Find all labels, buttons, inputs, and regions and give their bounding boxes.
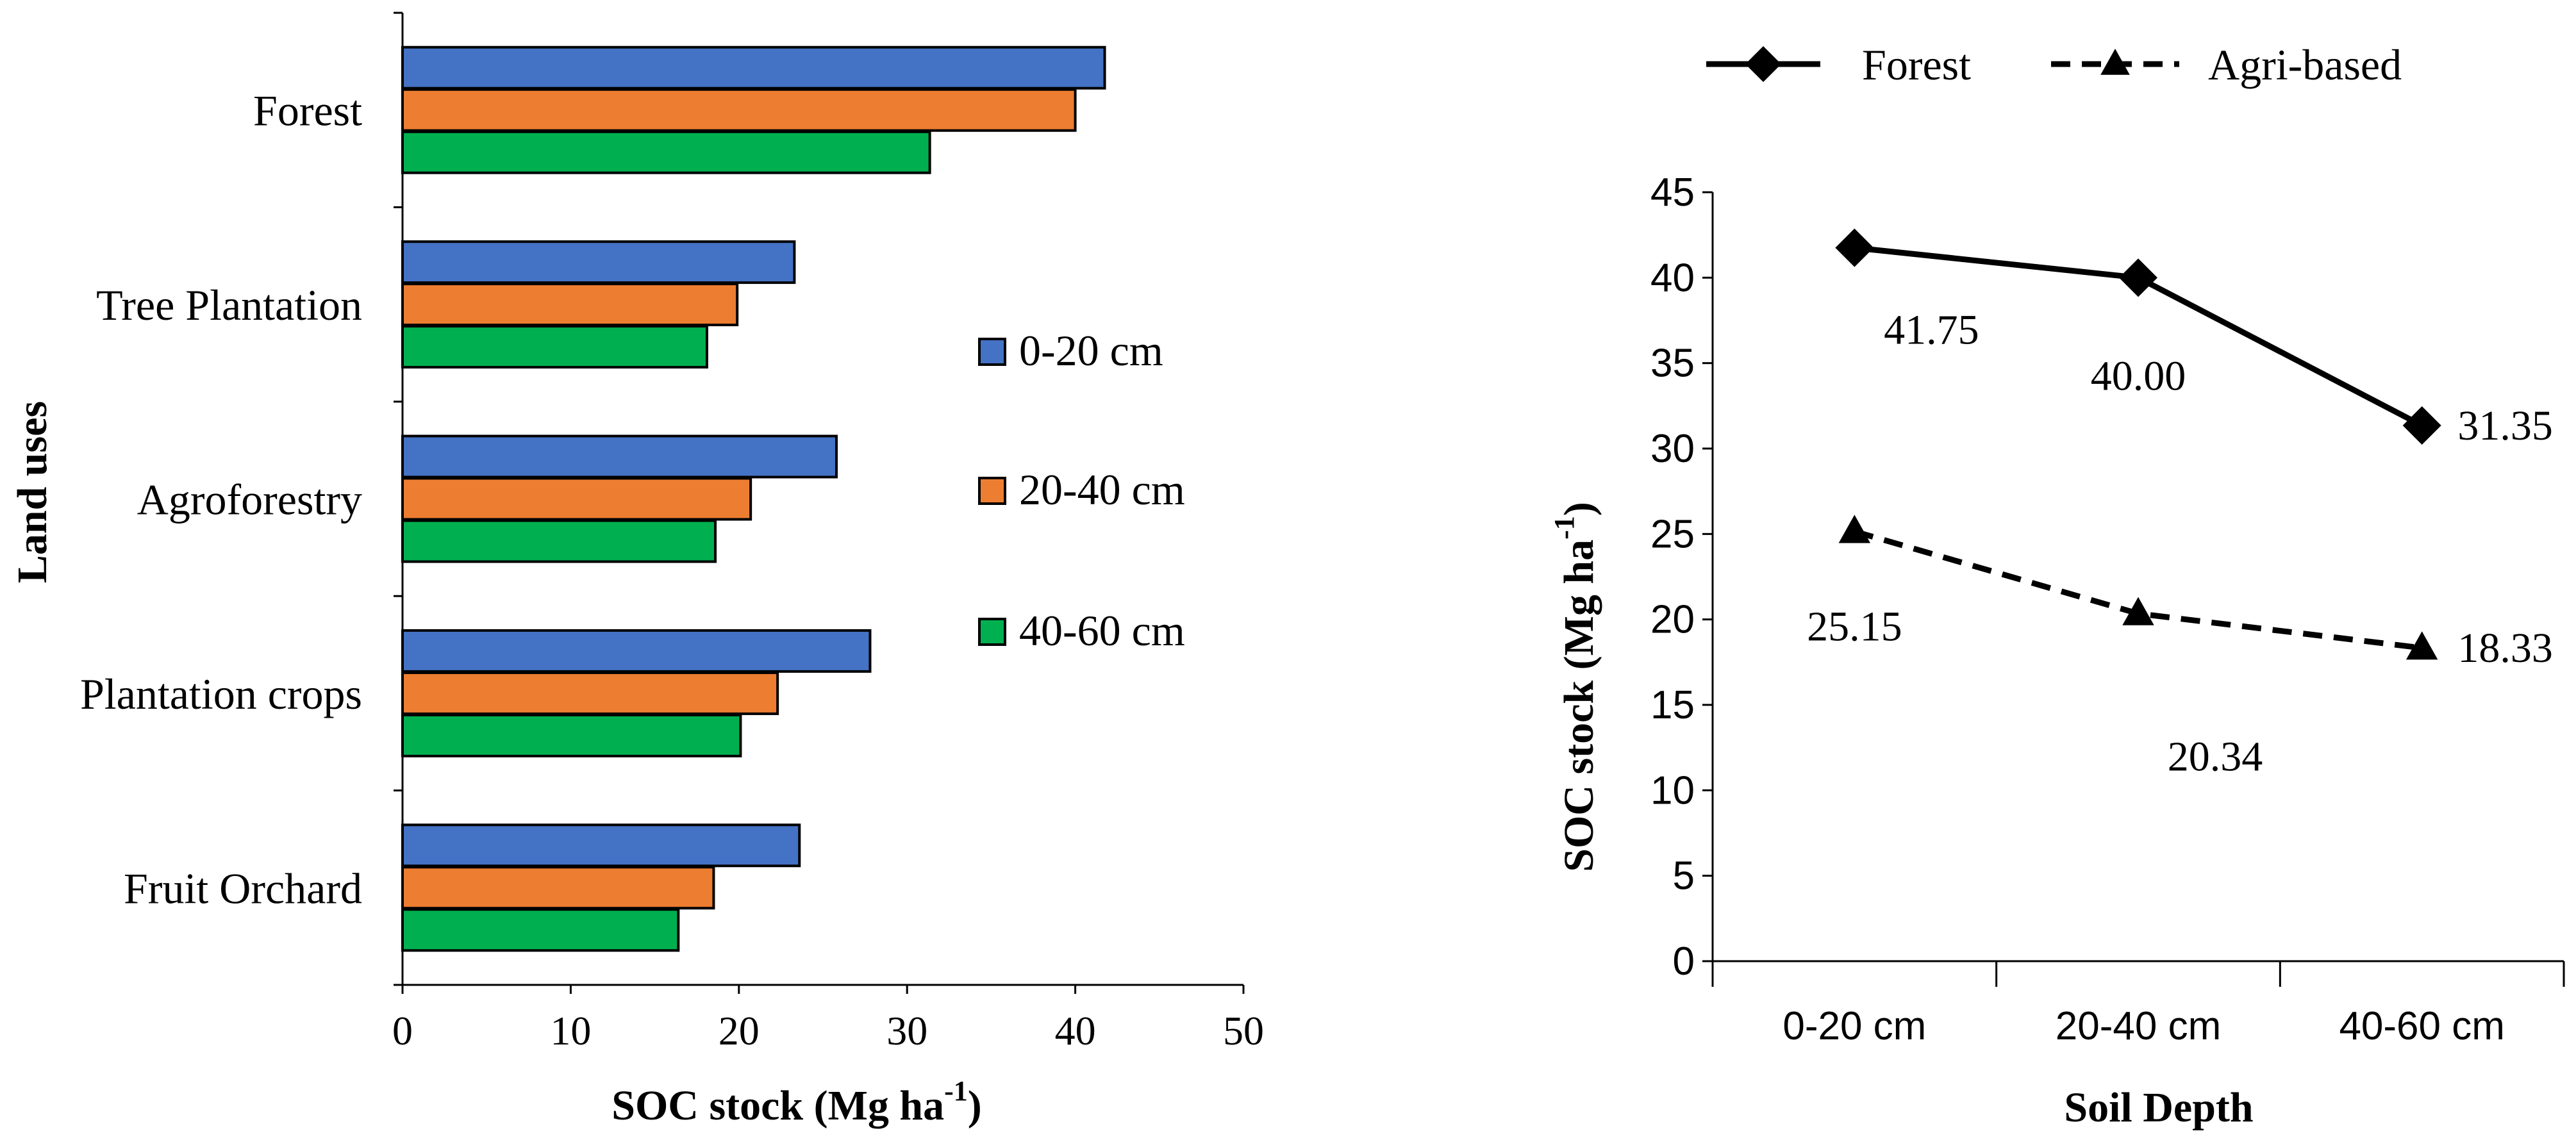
marker-agri-based-0-20-cm — [1838, 515, 1871, 543]
line-x-tick-label-40-60-cm: 40-60 cm — [2339, 1004, 2504, 1048]
legend-swatch-0-20-cm — [978, 338, 1006, 366]
bar-forest-0-20-cm — [401, 45, 1106, 90]
data-label-agri-based-20-40-cm: 20.34 — [2168, 734, 2263, 780]
bar-tree-plantation-40-60-cm — [401, 325, 708, 369]
bar-x-axis-title-sup: -1 — [944, 1075, 968, 1107]
data-label-forest-0-20-cm: 41.75 — [1884, 307, 1979, 354]
bar-x-axis-title-main: SOC stock (Mg ha — [611, 1082, 944, 1129]
marker-forest-40-60-cm — [2402, 406, 2441, 445]
bar-legend: 0-20 cm 20-40 cm 40-60 cm — [978, 326, 1185, 655]
line-axes: 0 5 10 15 20 25 30 35 40 45 0-20 cm 20-40 cm 40-60 c… — [1650, 170, 2565, 1048]
bar-category-label-agroforestry: Agroforestry — [137, 475, 362, 524]
bar-plantation-crops-0-20-cm — [401, 629, 872, 673]
legend-label-0-20-cm: 0-20 cm — [1019, 326, 1163, 375]
bar-agroforestry-40-60-cm — [401, 519, 717, 563]
line-legend: Forest Agri-based — [1706, 40, 2402, 89]
bar-fruit-orchard-20-40-cm — [401, 866, 715, 910]
bar-x-tick-label: 20 — [719, 1008, 760, 1053]
line-data-labels: 41.75 40.00 31.35 25.15 20.34 18.33 — [1807, 307, 2553, 780]
data-label-agri-based-0-20-cm: 25.15 — [1807, 603, 1902, 650]
bar-x-tick-label: 10 — [550, 1008, 591, 1053]
bar-x-axis-title-end: ) — [968, 1082, 982, 1129]
line-y-tick-label: 35 — [1650, 342, 1695, 386]
line-x-axis-title: Soil Depth — [2064, 1084, 2253, 1131]
bar-agroforestry-20-40-cm — [401, 477, 752, 521]
bar-fruit-orchard-0-20-cm — [401, 823, 801, 868]
data-label-forest-20-40-cm: 40.00 — [2091, 352, 2186, 399]
legend-label-agri-based: Agri-based — [2208, 40, 2402, 89]
line-y-axis-title-main: SOC stock (Mg ha — [1556, 540, 1602, 872]
bar-forest-40-60-cm — [401, 130, 931, 174]
line-y-tick-label: 25 — [1650, 512, 1695, 556]
bar-x-tick-label: 40 — [1055, 1008, 1096, 1053]
bar-chart: Forest Tree Plantation Agroforestry Plantat… — [9, 12, 1264, 1129]
bar-x-tick-label: 0 — [392, 1008, 413, 1053]
bar-x-axis-title: SOC stock (Mg ha-1) — [611, 1075, 982, 1129]
bar-plantation-crops-20-40-cm — [401, 671, 779, 715]
legend-label-20-40-cm: 20-40 cm — [1019, 465, 1185, 514]
marker-forest-20-40-cm — [2119, 258, 2157, 297]
bar-category-label-plantation-crops: Plantation crops — [80, 670, 362, 718]
line-y-axis-title-sup: -1 — [1549, 516, 1580, 540]
data-label-agri-based-40-60-cm: 18.33 — [2457, 625, 2553, 672]
legend-marker-agri-based — [2100, 49, 2130, 75]
line-y-tick-label: 15 — [1650, 683, 1695, 727]
legend-swatch-40-60-cm — [978, 618, 1006, 646]
line-x-tick-label-0-20-cm: 0-20 cm — [1782, 1004, 1926, 1048]
data-label-forest-40-60-cm: 31.35 — [2457, 402, 2553, 449]
marker-agri-based-40-60-cm — [2406, 631, 2438, 660]
line-chart: Forest Agri-based 0 5 10 15 20 25 30 35 40 45 0-20 … — [1549, 40, 2565, 1131]
legend-label-forest: Forest — [1862, 40, 1971, 89]
line-y-axis-title: SOC stock (Mg ha-1) — [1549, 502, 1602, 872]
line-y-tick-label: 5 — [1673, 854, 1695, 898]
bar-fruit-orchard-40-60-cm — [401, 908, 680, 952]
line-y-tick-label: 10 — [1650, 768, 1695, 813]
line-y-tick-label: 40 — [1650, 256, 1695, 300]
bar-x-tick-labels: 0 10 20 30 40 50 — [392, 1008, 1264, 1053]
line-y-axis-title-end: ) — [1556, 502, 1602, 516]
line-x-tick-label-20-40-cm: 20-40 cm — [2056, 1004, 2221, 1048]
bar-agroforestry-0-20-cm — [401, 434, 838, 479]
bar-category-labels: Forest Tree Plantation Agroforestry Plantat… — [80, 87, 362, 913]
legend-marker-forest — [1745, 46, 1781, 82]
line-y-tick-label: 45 — [1650, 170, 1695, 215]
bar-plantation-crops-40-60-cm — [401, 713, 742, 757]
bar-tree-plantation-20-40-cm — [401, 283, 739, 327]
line-y-tick-label: 0 — [1673, 939, 1695, 984]
bar-category-label-tree-plantation: Tree Plantation — [96, 281, 362, 329]
bar-x-tick-label: 30 — [886, 1008, 927, 1053]
line-series — [1835, 228, 2441, 660]
bar-tree-plantation-0-20-cm — [401, 240, 796, 285]
bar-series — [401, 45, 1106, 952]
marker-forest-0-20-cm — [1835, 228, 1874, 267]
line-y-tick-label: 20 — [1650, 598, 1695, 642]
bar-y-axis-title: Land uses — [9, 401, 56, 583]
bar-category-label-forest: Forest — [253, 87, 362, 135]
marker-agri-based-20-40-cm — [2122, 597, 2154, 625]
legend-label-40-60-cm: 40-60 cm — [1019, 606, 1185, 655]
bar-forest-20-40-cm — [401, 88, 1077, 132]
bar-x-tick-label: 50 — [1223, 1008, 1264, 1053]
line-agri-based — [1854, 529, 2423, 651]
line-y-tick-label: 30 — [1650, 427, 1695, 471]
legend-swatch-20-40-cm — [978, 477, 1006, 505]
bar-category-label-fruit-orchard: Fruit Orchard — [124, 864, 362, 912]
